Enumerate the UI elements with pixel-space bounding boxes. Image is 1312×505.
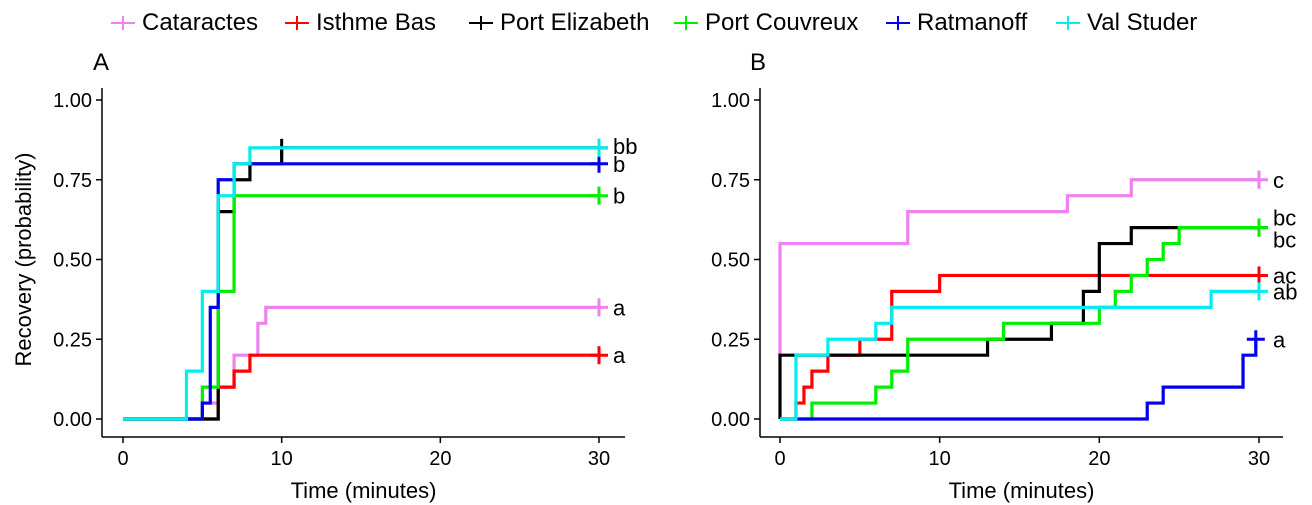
legend-label: Ratmanoff [917, 9, 1028, 36]
y-tick-label: 0.25 [711, 329, 750, 351]
x-tick-label: 0 [117, 448, 128, 470]
legend-key [466, 8, 496, 38]
y-tick-label: 0.00 [53, 409, 92, 431]
legend-label: Cataractes [142, 9, 259, 36]
end-label: a [613, 295, 626, 320]
legend-key [282, 8, 312, 38]
y-tick-label: 1.00 [53, 90, 92, 112]
legend-label: Port Elizabeth [500, 9, 650, 36]
legend-label: Isthme Bas [316, 9, 437, 36]
series-line-port-elizabeth [123, 146, 599, 421]
end-label: bc [1273, 206, 1296, 231]
end-label: a [1273, 327, 1286, 352]
legend-item: Cataractes [108, 8, 258, 38]
series-line-cataractes [778, 178, 1259, 356]
panel-a: A 0.00 0.25 0.50 0.75 1.00 0 10 20 30 Time (minute… [11, 49, 637, 503]
panel-b: B 0.00 0.25 0.50 0.75 1.00 0 10 20 30 Time (minute… [711, 49, 1297, 503]
legend: Cataractes Isthme Bas Port Elizabeth Port C… [0, 0, 1312, 48]
x-tick-label: 10 [271, 448, 293, 470]
x-tick-label: 30 [588, 448, 610, 470]
legend-key [883, 8, 913, 38]
x-axis-title: Time (minutes) [291, 478, 437, 503]
panel-label: B [750, 49, 766, 76]
legend-label: Port Couvreux [705, 9, 859, 36]
end-label: b [613, 152, 625, 177]
series-line-ratmanoff [780, 339, 1258, 421]
end-label: bb [613, 134, 637, 159]
series-line-ratmanoff [123, 162, 599, 421]
x-tick-label: 0 [774, 448, 785, 470]
series-line-isthme-bas [123, 353, 599, 421]
legend-key [1053, 8, 1083, 38]
series-line-port-couvreux [780, 226, 1259, 421]
legend-item: Port Couvreux [671, 8, 858, 38]
legend-item: Val Studer [1053, 8, 1197, 38]
end-label: c [1273, 168, 1284, 193]
end-label: ab [1273, 279, 1297, 304]
legend-key [671, 8, 701, 38]
legend-label: Val Studer [1087, 9, 1198, 36]
y-tick-label: 0.75 [711, 170, 750, 192]
end-label: a [613, 343, 626, 368]
x-tick-label: 30 [1248, 448, 1270, 470]
end-label: ac [1273, 263, 1296, 288]
x-axis-title: Time (minutes) [949, 478, 1095, 503]
y-axis-title: Recovery (probability) [11, 153, 36, 367]
series-line-val-studer [123, 146, 599, 421]
y-tick-label: 0.75 [53, 170, 92, 192]
x-tick-label: 20 [429, 448, 451, 470]
series-line-isthme-bas [780, 273, 1259, 421]
series-line-val-studer [780, 289, 1259, 421]
end-label: bc [1273, 228, 1296, 253]
series-line-cataractes [123, 305, 599, 421]
legend-item: Port Elizabeth [466, 8, 649, 38]
legend-key [108, 8, 138, 38]
y-tick-label: 0.25 [53, 329, 92, 351]
y-tick-label: 0.50 [711, 250, 750, 272]
y-tick-label: 0.50 [53, 250, 92, 272]
x-tick-label: 20 [1088, 448, 1110, 470]
legend-item: Isthme Bas [282, 8, 436, 38]
legend-item: Ratmanoff [883, 8, 1027, 38]
y-tick-label: 1.00 [711, 90, 750, 112]
y-tick-label: 0.00 [711, 409, 750, 431]
x-tick-label: 10 [929, 448, 951, 470]
end-label: b [613, 184, 625, 209]
panel-label: A [93, 49, 109, 76]
